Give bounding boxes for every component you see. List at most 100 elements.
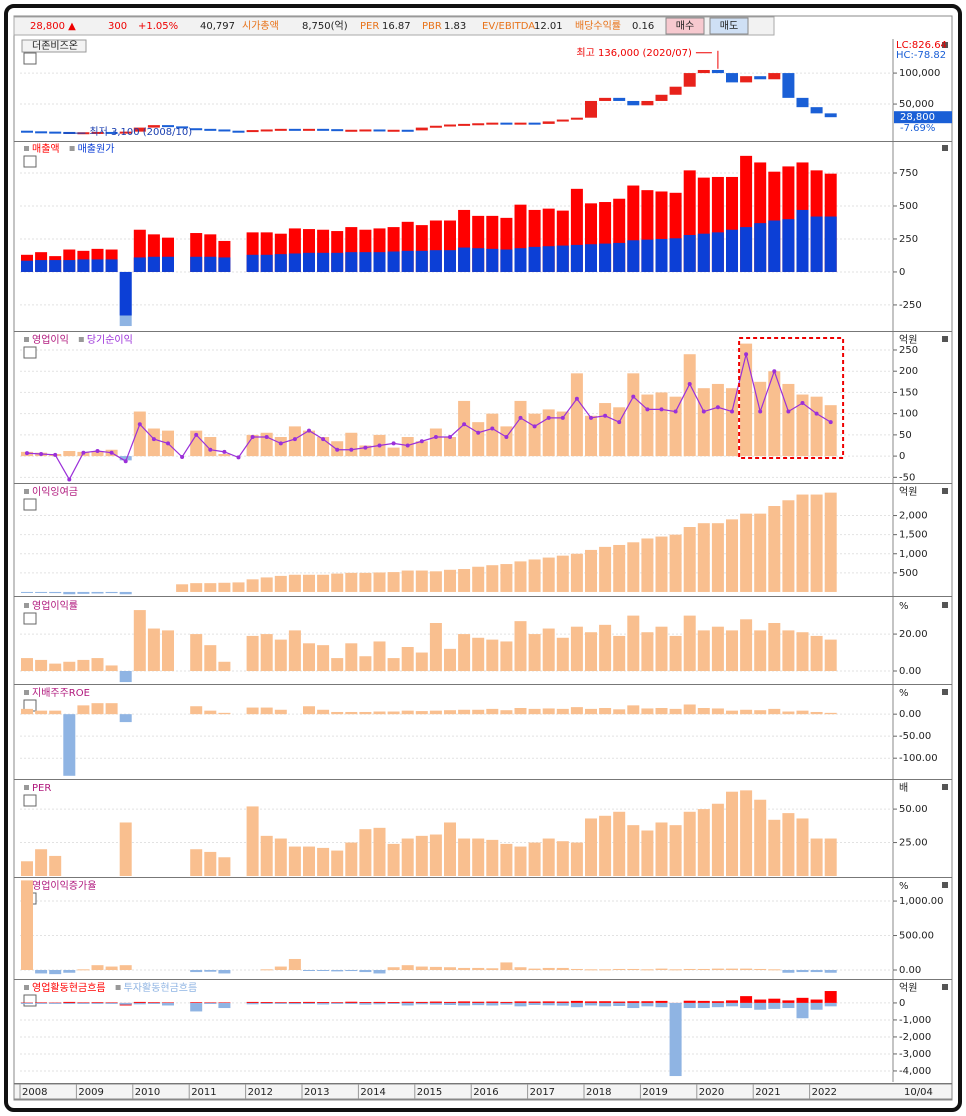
bar xyxy=(218,453,231,457)
bar xyxy=(810,999,823,1003)
y-tick-label: 200 xyxy=(899,366,918,377)
bar xyxy=(514,1002,527,1007)
bar xyxy=(288,958,301,971)
bar xyxy=(768,819,781,876)
y-tick-label: 500 xyxy=(899,568,918,579)
line-point xyxy=(377,443,382,448)
bar xyxy=(331,1002,344,1004)
bar xyxy=(303,970,315,972)
header-bar xyxy=(13,16,775,36)
bar xyxy=(740,513,753,592)
button[interactable] xyxy=(665,17,705,35)
bar xyxy=(91,1002,104,1004)
bar xyxy=(782,1000,795,1003)
chart-icon xyxy=(23,52,37,65)
bar xyxy=(655,1000,668,1003)
bar xyxy=(274,966,287,971)
bar xyxy=(176,584,189,592)
bar xyxy=(190,706,203,715)
line-point xyxy=(264,435,269,440)
bar xyxy=(669,635,682,671)
bar xyxy=(528,559,541,592)
candle xyxy=(542,121,555,124)
y-tick-label: 50.00 xyxy=(899,804,928,815)
bar xyxy=(91,1002,104,1004)
bar xyxy=(415,441,428,457)
panel-close xyxy=(942,145,948,151)
bar xyxy=(472,566,485,592)
line-point xyxy=(715,405,720,410)
bar xyxy=(204,645,217,671)
bar xyxy=(669,969,682,971)
bar xyxy=(683,1002,696,1009)
bar xyxy=(49,663,62,671)
candle xyxy=(162,125,174,128)
bar xyxy=(768,969,781,971)
bar xyxy=(401,1001,414,1003)
bar xyxy=(274,639,287,671)
bar xyxy=(824,712,837,715)
bar xyxy=(317,847,330,876)
candle xyxy=(740,76,753,83)
bar xyxy=(317,1002,330,1004)
bar xyxy=(288,630,301,671)
unit-label: % xyxy=(899,688,909,699)
bar xyxy=(105,665,118,671)
line xyxy=(26,354,832,481)
candle xyxy=(669,86,682,95)
legend-swatch xyxy=(24,146,29,151)
candle xyxy=(768,73,781,80)
bar xyxy=(824,991,837,1003)
candle xyxy=(655,94,668,101)
button-label[interactable]: 매도 xyxy=(720,20,738,32)
bar xyxy=(246,806,259,876)
bar xyxy=(303,574,315,592)
bar xyxy=(740,790,753,876)
candle xyxy=(570,117,583,120)
line-point xyxy=(151,437,156,442)
line-point xyxy=(462,422,467,427)
bar xyxy=(105,259,118,272)
bar xyxy=(711,968,724,971)
bar xyxy=(486,565,499,592)
bar xyxy=(190,1002,203,1012)
button[interactable] xyxy=(709,17,749,35)
legend-swatch xyxy=(24,690,29,695)
bar xyxy=(669,238,682,272)
line-point xyxy=(123,459,128,464)
bar xyxy=(697,1000,710,1003)
bar xyxy=(683,1000,696,1003)
button-label[interactable]: 매수 xyxy=(676,20,694,32)
line-point xyxy=(448,435,452,440)
bar xyxy=(444,1002,456,1005)
bar xyxy=(754,999,767,1003)
bar xyxy=(528,634,541,671)
line-point xyxy=(673,409,678,414)
bar xyxy=(782,970,795,973)
bar xyxy=(77,659,90,671)
bar xyxy=(740,709,753,715)
bar xyxy=(754,799,767,876)
bar xyxy=(754,710,767,715)
chart-icon xyxy=(23,498,37,511)
bar xyxy=(768,1002,781,1009)
bar xyxy=(317,1002,330,1005)
bar xyxy=(599,243,612,272)
bar xyxy=(627,240,640,272)
bar xyxy=(556,1002,569,1006)
line-point xyxy=(391,441,396,446)
bar xyxy=(91,591,104,594)
bar xyxy=(782,711,795,715)
bar xyxy=(429,571,442,592)
bar xyxy=(768,506,781,592)
header-label: 시가총액 xyxy=(242,20,279,32)
line-point xyxy=(419,439,424,444)
bar xyxy=(204,970,217,972)
candle xyxy=(218,129,231,132)
bar xyxy=(570,373,583,457)
candle xyxy=(232,130,245,133)
bar xyxy=(613,709,626,715)
bar xyxy=(218,857,231,876)
candle xyxy=(486,122,499,125)
change: 300 xyxy=(108,21,127,32)
